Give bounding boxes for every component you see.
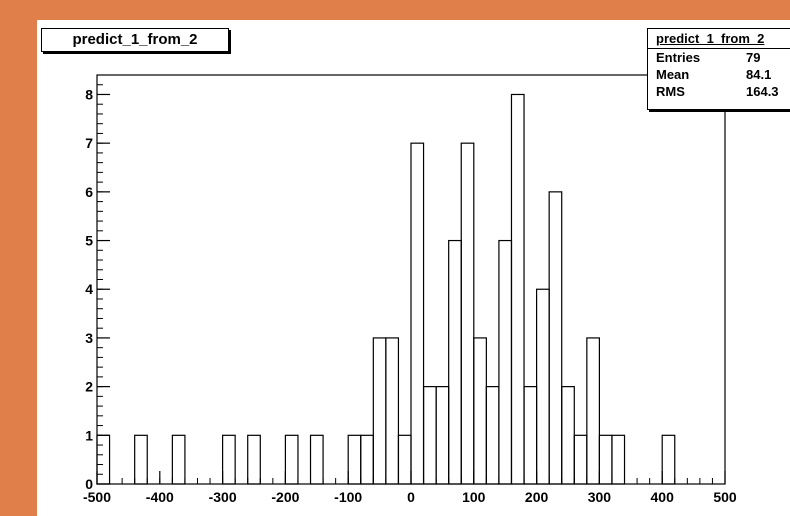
stats-row-rms: RMS 164.3 xyxy=(648,83,790,100)
histogram-bar-12 xyxy=(410,142,425,485)
histogram-bar-0 xyxy=(96,434,111,485)
stats-label-entries: Entries xyxy=(656,50,701,65)
stats-label-mean: Mean xyxy=(656,67,690,82)
x-tick-label: 0 xyxy=(407,489,415,505)
x-tick-label: -500 xyxy=(83,489,111,505)
histogram-bar-18 xyxy=(485,386,500,485)
x-tick-label: 500 xyxy=(713,489,737,505)
histogram-bar-10 xyxy=(385,337,400,485)
y-tick-label: 8 xyxy=(85,86,93,102)
stats-label-rms: RMS xyxy=(656,84,685,99)
histogram-bar-16 xyxy=(460,142,475,485)
x-tick-label: -400 xyxy=(146,489,174,505)
x-tick-label: 400 xyxy=(651,489,675,505)
x-tick-label: 200 xyxy=(525,489,549,505)
histogram-bar-24 xyxy=(561,386,575,485)
stats-row-mean: Mean 84.1 xyxy=(648,66,790,83)
histogram-bar-7 xyxy=(347,434,362,485)
histogram-bar-26 xyxy=(586,337,601,485)
histogram-bar-23 xyxy=(548,191,563,485)
histogram-bar-27 xyxy=(598,434,613,485)
histogram-bar-13 xyxy=(422,386,437,485)
stats-row-entries: Entries 79 xyxy=(648,49,790,66)
x-tick-label: -100 xyxy=(334,489,362,505)
y-tick-label: 2 xyxy=(85,379,93,395)
histogram-chart: -500 -400 -300 -200 -100 0 100 200 300 400 500 0 1 2 3… xyxy=(83,74,737,505)
x-tick-label: -200 xyxy=(271,489,299,505)
plot-canvas: -500 -400 -300 -200 -100 0 100 200 300 400 500 0 1 2 3… xyxy=(37,20,790,516)
histogram-bar-11 xyxy=(397,434,412,485)
histogram-bar-9 xyxy=(372,337,387,485)
y-tick-label: 4 xyxy=(85,281,93,297)
histogram-bar-28 xyxy=(611,434,626,485)
histogram-bar-3 xyxy=(222,434,236,485)
histogram-bar-17 xyxy=(473,337,487,485)
histogram-bar-21 xyxy=(523,386,538,485)
y-tick-label: 1 xyxy=(85,427,93,443)
x-tick-label: 300 xyxy=(588,489,612,505)
histogram-bar-25 xyxy=(573,434,588,485)
histogram-bar-5 xyxy=(284,434,299,485)
y-tick-label: 3 xyxy=(85,330,93,346)
histogram-bar-8 xyxy=(360,434,374,485)
histogram-bar-14 xyxy=(435,386,450,485)
y-tick-label: 5 xyxy=(85,233,93,249)
histogram-bar-4 xyxy=(247,434,261,485)
stats-title: predict_1_from_2 xyxy=(648,29,790,49)
histogram-bar-1 xyxy=(134,434,148,485)
stats-value-mean: 84.1 xyxy=(746,67,772,82)
y-tick-label: 0 xyxy=(85,476,93,492)
stats-value-rms: 164.3 xyxy=(746,84,779,99)
y-tick-label: 6 xyxy=(85,184,93,200)
histogram-bar-19 xyxy=(498,239,513,485)
x-tick-label: -300 xyxy=(209,489,237,505)
x-tick-label: 100 xyxy=(462,489,486,505)
stats-box: predict_1_from_2 Entries 79 Mean 84.1 RM… xyxy=(647,28,790,110)
stats-value-entries: 79 xyxy=(746,50,761,65)
histogram-bar-15 xyxy=(448,239,462,485)
histogram-bar-22 xyxy=(536,288,550,485)
histogram-bar-2 xyxy=(171,434,186,485)
histogram-bar-6 xyxy=(309,434,324,485)
chart-title: predict_1_from_2 xyxy=(41,28,229,52)
histogram-bar-20 xyxy=(510,93,525,485)
y-tick-label: 7 xyxy=(85,135,93,151)
histogram-bar-29 xyxy=(661,434,676,485)
